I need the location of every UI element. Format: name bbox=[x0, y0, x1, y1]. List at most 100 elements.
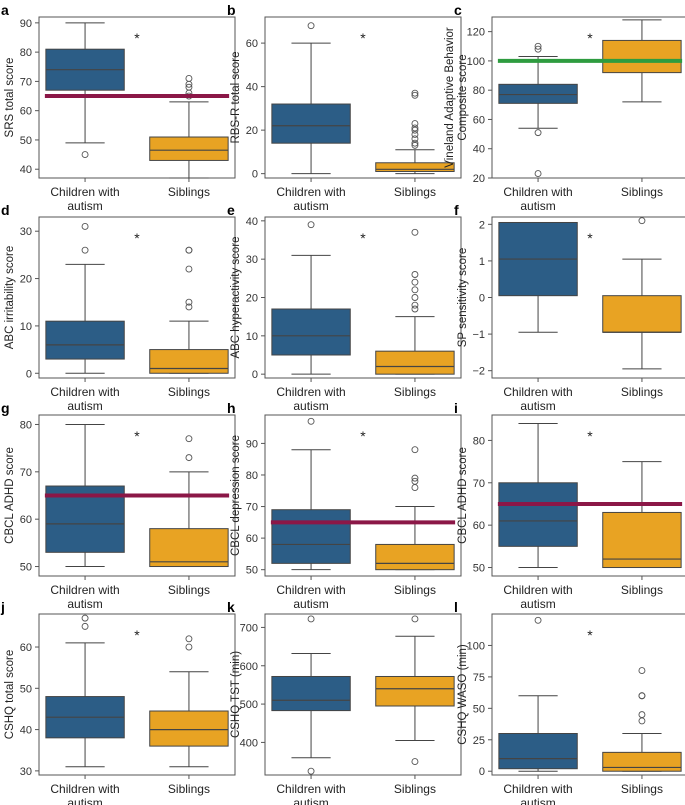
x-tick-label-line: Siblings bbox=[168, 185, 210, 199]
outlier-point bbox=[81, 622, 89, 630]
box-children-with-autism bbox=[271, 417, 351, 571]
x-tick-label: Siblings bbox=[168, 782, 210, 796]
x-tick-label-line: Children with bbox=[276, 185, 345, 199]
significance-marker: * bbox=[587, 627, 593, 643]
panel-label: e bbox=[227, 202, 235, 218]
y-tick-label: 30 bbox=[20, 766, 32, 778]
outlier-point bbox=[307, 615, 315, 623]
y-tick-label: 20 bbox=[246, 125, 258, 137]
x-tick-label-line: autism bbox=[293, 399, 328, 413]
box-iqr bbox=[375, 350, 455, 375]
y-tick-label: 0 bbox=[479, 293, 485, 305]
box-siblings bbox=[149, 435, 229, 568]
box-iqr bbox=[271, 103, 351, 144]
outlier-point bbox=[534, 129, 542, 137]
y-tick-label: 60 bbox=[473, 520, 485, 532]
significance-marker: * bbox=[587, 428, 593, 444]
y-axis-label: SP sensitivity score bbox=[457, 248, 469, 348]
box-iqr bbox=[149, 136, 229, 161]
outlier-point bbox=[411, 89, 419, 97]
x-tick-label-line: autism bbox=[520, 399, 555, 413]
x-tick-label-line: autism bbox=[520, 199, 555, 213]
outlier-point bbox=[411, 135, 419, 143]
x-tick-label: Siblings bbox=[394, 185, 436, 199]
box-iqr bbox=[271, 509, 351, 564]
y-tick-label: −1 bbox=[472, 329, 485, 341]
x-tick-label-line: Children with bbox=[50, 782, 119, 796]
outlier-point bbox=[411, 228, 419, 236]
y-tick-label: 10 bbox=[20, 321, 32, 333]
outlier-point bbox=[411, 305, 419, 313]
box-siblings bbox=[149, 635, 229, 768]
y-axis-label: RBS-R total score bbox=[230, 51, 242, 143]
x-tick-label-line: Siblings bbox=[621, 185, 663, 199]
x-tick-label: Children with autism bbox=[50, 782, 119, 805]
box-siblings bbox=[149, 246, 229, 374]
outlier-point bbox=[411, 271, 419, 278]
box-iqr bbox=[602, 39, 682, 74]
y-axis-label: CSHQ WASO (min) bbox=[457, 644, 469, 745]
outlier-point bbox=[411, 758, 419, 766]
significance-marker: * bbox=[360, 230, 366, 246]
y-tick-label: 80 bbox=[20, 47, 32, 59]
box-iqr bbox=[602, 751, 682, 772]
y-tick-label: 60 bbox=[20, 514, 32, 526]
plot-frame bbox=[38, 216, 236, 379]
plot-frame bbox=[264, 414, 462, 577]
panel-label: g bbox=[1, 400, 10, 416]
x-tick-label: Siblings bbox=[168, 185, 210, 199]
x-tick-label-line: Siblings bbox=[394, 782, 436, 796]
outlier-point bbox=[81, 246, 89, 254]
y-tick-label: 0 bbox=[252, 369, 258, 381]
outlier-point bbox=[638, 711, 646, 719]
outlier-point bbox=[411, 124, 419, 132]
x-tick-label-line: autism bbox=[67, 597, 102, 611]
significance-marker: * bbox=[134, 30, 140, 46]
y-axis-label: CBCL ADHD score bbox=[4, 447, 16, 544]
y-axis-label: CSHQ TST (min) bbox=[230, 651, 242, 738]
y-axis-label-line: Composite score bbox=[457, 54, 469, 140]
x-tick-label: Children with autism bbox=[276, 583, 345, 611]
y-axis-label-line: CSHQ total score bbox=[4, 650, 16, 739]
y-axis-label: CBCL ADHD score bbox=[457, 447, 469, 544]
outlier-point bbox=[411, 477, 419, 485]
y-tick-label: 70 bbox=[246, 502, 258, 514]
y-tick-label: 50 bbox=[20, 683, 32, 695]
y-axis-label-line: SP sensitivity score bbox=[457, 248, 469, 348]
y-tick-label: 50 bbox=[20, 562, 32, 574]
y-tick-label: 500 bbox=[240, 699, 258, 711]
panel-label: j bbox=[0, 599, 5, 615]
x-tick-label-line: autism bbox=[67, 199, 102, 213]
box-siblings bbox=[602, 217, 682, 370]
outlier-point bbox=[185, 75, 193, 82]
y-tick-label: 40 bbox=[246, 216, 258, 228]
box-children-with-autism bbox=[45, 223, 125, 374]
y-tick-label: 40 bbox=[246, 82, 258, 94]
x-tick-label: Siblings bbox=[621, 583, 663, 597]
x-tick-label-line: autism bbox=[520, 796, 555, 805]
x-tick-label: Children with autism bbox=[50, 385, 119, 413]
outlier-point bbox=[185, 643, 193, 651]
y-axis-label: SRS total score bbox=[4, 58, 16, 138]
y-tick-label: 700 bbox=[240, 622, 258, 634]
y-tick-label: 30 bbox=[246, 254, 258, 266]
y-tick-label: 0 bbox=[252, 169, 258, 181]
outlier-point bbox=[534, 170, 542, 178]
outlier-point bbox=[638, 667, 646, 675]
x-tick-label: Siblings bbox=[168, 385, 210, 399]
outlier-point bbox=[638, 217, 646, 225]
outlier-point bbox=[185, 454, 193, 462]
x-tick-label-line: Siblings bbox=[394, 385, 436, 399]
x-tick-label-line: autism bbox=[520, 597, 555, 611]
y-tick-label: 20 bbox=[473, 173, 485, 185]
y-tick-label: 90 bbox=[20, 18, 32, 30]
x-tick-label-line: Children with bbox=[50, 185, 119, 199]
y-tick-label: 20 bbox=[20, 274, 32, 286]
x-tick-label-line: autism bbox=[67, 796, 102, 805]
x-tick-label: Children with autism bbox=[50, 185, 119, 213]
significance-marker: * bbox=[134, 627, 140, 643]
